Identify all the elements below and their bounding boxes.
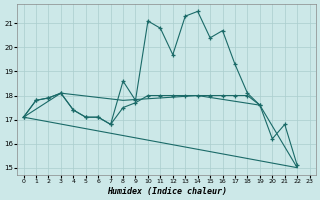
X-axis label: Humidex (Indice chaleur): Humidex (Indice chaleur) (107, 187, 227, 196)
